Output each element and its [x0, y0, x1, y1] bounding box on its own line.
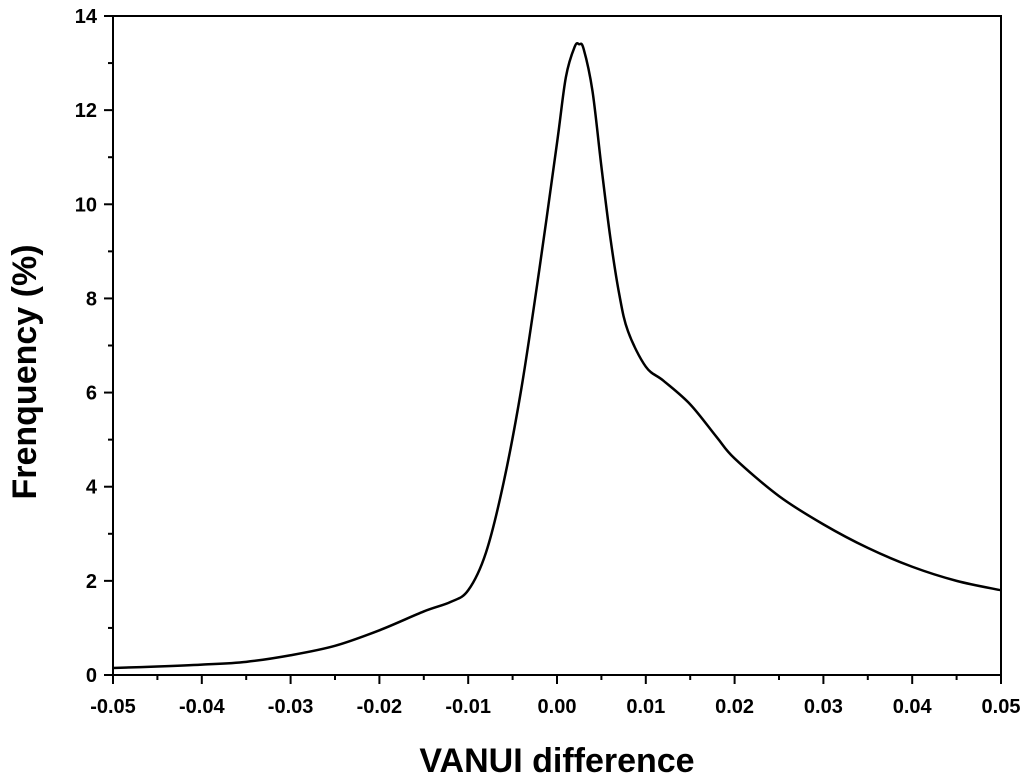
x-tick-label: -0.02	[357, 696, 403, 718]
x-axis-ticks	[112, 675, 1002, 684]
y-tick-label: 14	[75, 6, 98, 28]
x-tick-label: 0.05	[982, 696, 1021, 718]
y-tick-label: 10	[75, 194, 97, 216]
x-tick-label: -0.05	[90, 696, 136, 718]
x-axis-title: VANUI difference	[419, 742, 694, 779]
x-tick-label: 0.00	[538, 696, 577, 718]
y-axis-title: Frenquency (%)	[6, 244, 44, 499]
x-tick-label: 0.04	[893, 696, 933, 718]
x-tick-label: -0.01	[445, 696, 491, 718]
x-tick-label: 0.02	[715, 696, 754, 718]
y-axis-ticks	[104, 15, 113, 676]
y-tick-label: 4	[86, 477, 98, 499]
y-axis-tick-labels: 0 2 4 6 8 10 12 14	[75, 6, 98, 687]
x-axis-tick-labels: -0.05 -0.04 -0.03 -0.02 -0.01 0.00 0.01 0.02 0.0…	[90, 696, 1020, 718]
y-tick-label: 0	[86, 665, 97, 687]
y-tick-label: 6	[86, 383, 97, 405]
x-tick-label: -0.03	[268, 696, 314, 718]
y-tick-label: 2	[86, 571, 97, 593]
y-tick-label: 8	[86, 288, 97, 310]
x-tick-label: 0.01	[626, 696, 665, 718]
plot-area-frame	[112, 15, 1002, 676]
frequency-curve	[112, 41, 1002, 670]
series-layer	[112, 41, 1002, 670]
x-tick-label: 0.03	[804, 696, 843, 718]
y-tick-label: 12	[75, 100, 97, 122]
x-tick-label: -0.04	[179, 696, 225, 718]
